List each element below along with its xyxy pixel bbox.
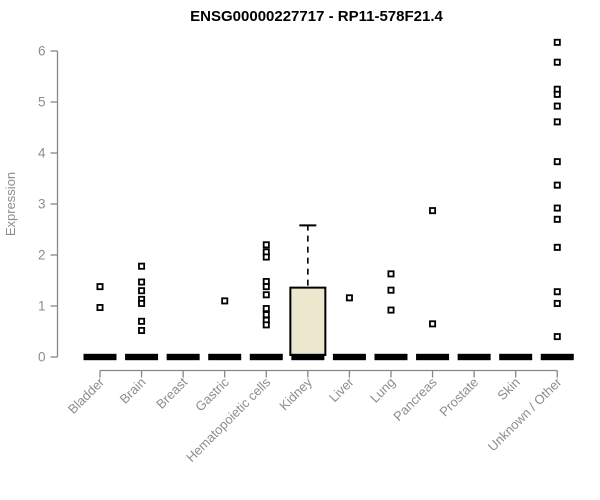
outlier-point xyxy=(387,270,395,278)
category-label: Prostate xyxy=(436,375,481,420)
outlier-point xyxy=(138,262,146,270)
outlier-point xyxy=(138,317,146,325)
outlier-point xyxy=(345,294,353,302)
median-bar xyxy=(291,353,325,361)
y-tick-label: 4 xyxy=(38,146,46,161)
outlier-point xyxy=(262,241,270,249)
chart-title: ENSG00000227717 - RP11-578F21.4 xyxy=(190,8,443,25)
y-tick-label: 0 xyxy=(38,350,46,365)
category-label: Liver xyxy=(326,374,357,405)
outlier-point xyxy=(553,288,561,296)
y-tick-label: 1 xyxy=(38,299,46,314)
category-label: Kidney xyxy=(276,374,315,413)
outlier-point xyxy=(262,311,270,319)
median-bar xyxy=(166,353,200,361)
outlier-point xyxy=(553,58,561,66)
outlier-point xyxy=(553,181,561,189)
median-bar xyxy=(416,353,450,361)
median-bar xyxy=(125,353,159,361)
category-label: Pancreas xyxy=(390,374,440,424)
outlier-point xyxy=(262,283,270,291)
outlier-point xyxy=(429,320,437,328)
outlier-point xyxy=(96,283,104,291)
outlier-point xyxy=(138,299,146,307)
outlier-point xyxy=(262,321,270,329)
category-label: Lung xyxy=(367,375,398,406)
category-label: Unknown / Other xyxy=(485,374,565,454)
y-tick-label: 5 xyxy=(38,95,46,110)
y-tick-label: 6 xyxy=(38,44,46,59)
box-body xyxy=(289,286,327,357)
outlier-point xyxy=(262,291,270,299)
category-label: Skin xyxy=(494,375,522,403)
outlier-point xyxy=(262,305,270,313)
outlier-point xyxy=(96,304,104,312)
category-label: Bladder xyxy=(65,374,108,417)
outlier-point xyxy=(553,102,561,110)
median-bar xyxy=(374,353,408,361)
outlier-point xyxy=(553,299,561,307)
outlier-point xyxy=(553,215,561,223)
y-axis-title: Expression xyxy=(3,172,18,236)
outlier-point xyxy=(429,207,437,215)
median-bar xyxy=(540,353,574,361)
outlier-point xyxy=(138,287,146,295)
outlier-point xyxy=(553,38,561,46)
outlier-point xyxy=(553,90,561,98)
outlier-point xyxy=(553,118,561,126)
outlier-point xyxy=(553,158,561,166)
outlier-point xyxy=(138,326,146,334)
outlier-point xyxy=(553,204,561,212)
category-label: Gastric xyxy=(192,374,232,414)
outlier-point xyxy=(553,333,561,341)
category-label: Breast xyxy=(153,374,190,411)
outlier-point xyxy=(387,306,395,314)
category-label: Brain xyxy=(117,375,149,407)
median-bar xyxy=(249,353,283,361)
median-bar xyxy=(457,353,491,361)
median-bar xyxy=(499,353,533,361)
y-tick-label: 2 xyxy=(38,248,46,263)
y-tick-label: 3 xyxy=(38,197,46,212)
median-bar xyxy=(83,353,117,361)
outlier-point xyxy=(387,286,395,294)
outlier-point xyxy=(221,297,229,305)
median-bar xyxy=(332,353,366,361)
median-bar xyxy=(208,353,242,361)
outlier-point xyxy=(138,278,146,286)
outlier-point xyxy=(553,243,561,251)
outlier-point xyxy=(262,253,270,261)
